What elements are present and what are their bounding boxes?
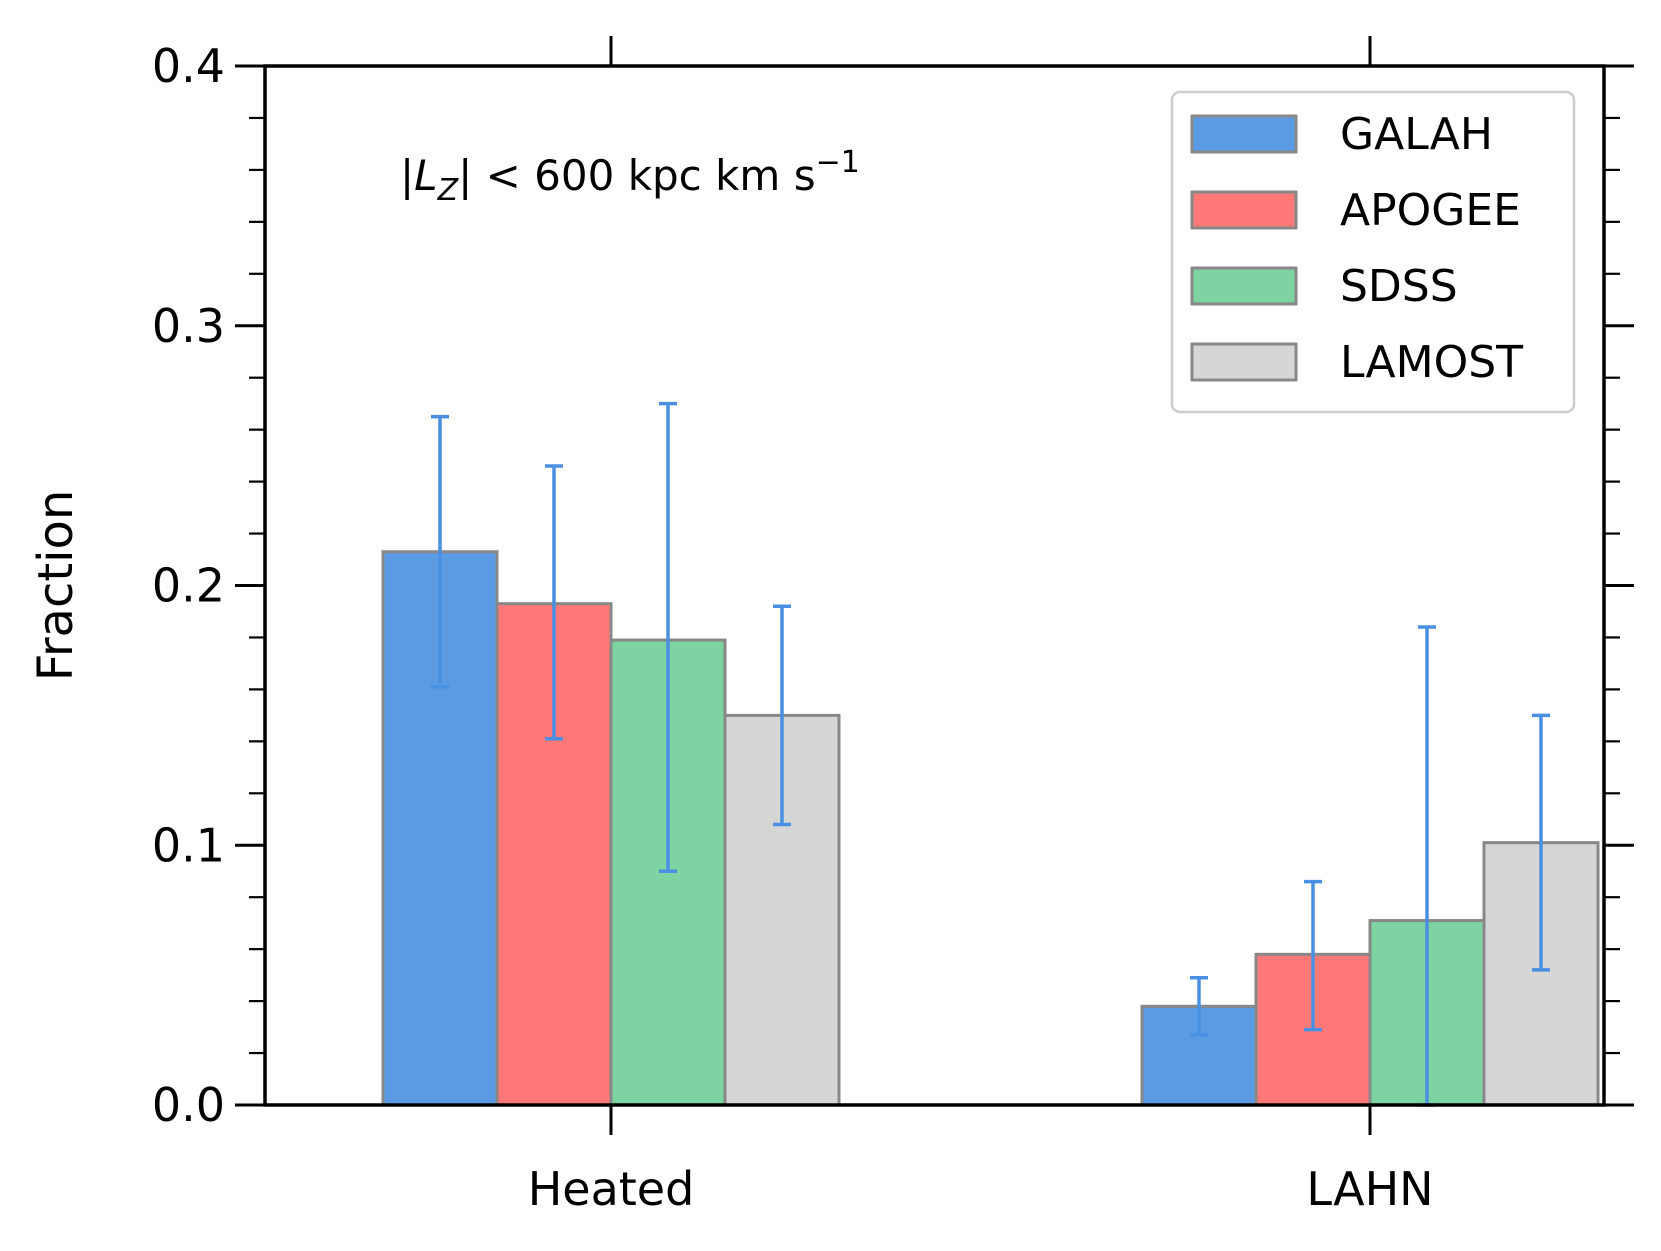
y-tick-label: 0.3	[152, 299, 225, 353]
legend-label-lamost: LAMOST	[1340, 337, 1523, 388]
legend-label-apogee: APOGEE	[1340, 185, 1521, 236]
errorbar-lamost-heated	[773, 604, 791, 827]
annotation-superscript: −1	[816, 145, 860, 180]
annotation-text: |LZ| < 600 kpc km s−1	[400, 145, 860, 208]
annotation-variable: L	[414, 151, 437, 200]
errorbars-group	[431, 401, 1550, 1107]
legend-box	[1170, 90, 1576, 414]
annotation-subscript: Z	[437, 173, 460, 208]
annotation-rest: < 600 kpc km s	[472, 151, 815, 200]
legend-label-sdss: SDSS	[1340, 261, 1458, 312]
errorbar-sdss-heated	[659, 401, 677, 873]
plot-frame	[263, 64, 1606, 1107]
bars-group	[381, 550, 1600, 1107]
errorbar-apogee-heated	[545, 464, 563, 741]
legend-swatch-sdss	[1190, 266, 1298, 306]
legend-label-galah: GALAH	[1340, 109, 1493, 160]
x-tick-label-lahn: LAHN	[1306, 1162, 1433, 1216]
y-tick-label: 0.2	[152, 559, 225, 613]
annotation-abs-left: |	[400, 151, 414, 200]
legend-swatch-lamost	[1190, 342, 1298, 382]
errorbar-galah-lahn	[1190, 975, 1208, 1037]
errorbar-apogee-lahn	[1304, 879, 1322, 1032]
ticks-group	[235, 36, 1634, 1135]
y-axis-label: Fraction	[28, 490, 84, 682]
x-tick-label-heated: Heated	[528, 1162, 695, 1216]
y-tick-label: 0.0	[152, 1078, 225, 1132]
legend: GALAH APOGEE SDSS LAMOST	[1170, 90, 1576, 414]
x-tick-labels: Heated LAHN	[528, 1162, 1434, 1216]
legend-swatch-galah	[1190, 114, 1298, 154]
errorbar-galah-heated	[431, 414, 449, 689]
errorbar-lamost-lahn	[1532, 713, 1550, 972]
annotation-abs-right: |	[458, 151, 472, 200]
y-tick-label: 0.4	[152, 39, 225, 93]
y-tick-labels: 0.0 0.1 0.2 0.3 0.4	[152, 39, 225, 1132]
y-tick-label: 0.1	[152, 818, 225, 872]
legend-swatch-apogee	[1190, 190, 1298, 230]
